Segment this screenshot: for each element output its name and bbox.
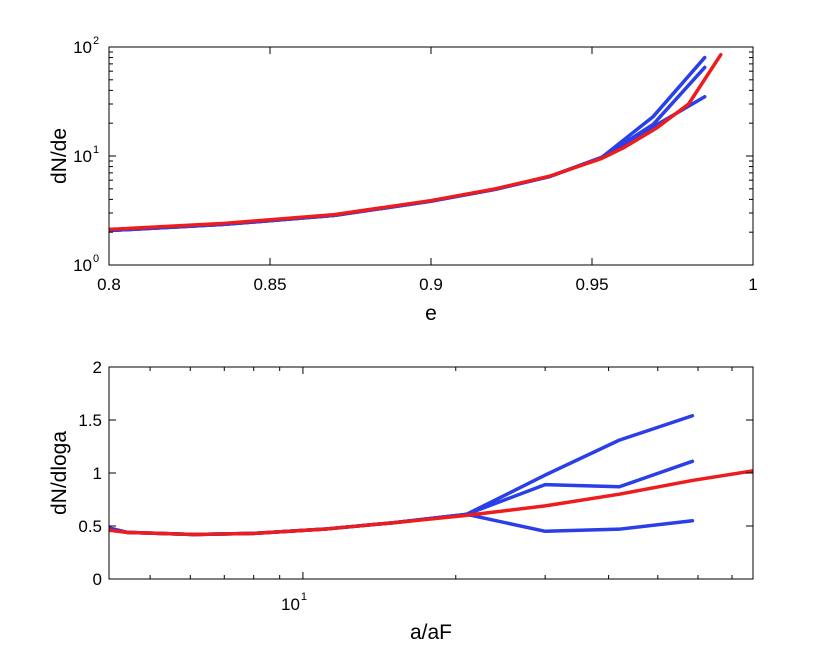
y-tick-label-exponent: 0 <box>93 253 99 265</box>
series-line-3 <box>109 512 695 537</box>
x-tick-label: 10 <box>281 595 300 614</box>
series-line-3 <box>109 94 707 233</box>
y-axis-label: dN/de <box>48 128 71 184</box>
y-axis-label: dN/dloga <box>48 431 71 515</box>
y-tick-label-exponent: 2 <box>93 35 99 47</box>
plot-frame <box>108 46 754 266</box>
y-tick-label: 10 <box>73 147 92 166</box>
series-line-4 <box>109 52 723 232</box>
y-tick-label: 0.5 <box>78 517 102 536</box>
y-tick-label-exponent: 1 <box>93 144 99 156</box>
y-tick-label: 10 <box>73 256 92 275</box>
series-line-1 <box>109 414 695 537</box>
y-tick-label: 1.5 <box>78 411 102 430</box>
x-tick-label: 0.85 <box>253 275 286 294</box>
y-tick-label: 10 <box>73 38 92 57</box>
x-axis-label: e <box>425 302 437 325</box>
x-tick-label: 0.95 <box>575 275 608 294</box>
x-tick-label: 1 <box>748 275 757 294</box>
y-tick-label: 1 <box>93 464 102 483</box>
x-tick-label: 0.9 <box>419 275 443 294</box>
y-tick-label: 0 <box>93 570 102 589</box>
series-line-4 <box>109 469 753 537</box>
x-tick-label: 0.8 <box>97 275 121 294</box>
x-axis-label: a/aF <box>410 621 452 644</box>
x-tick-label-exponent: 1 <box>301 591 307 603</box>
y-tick-label: 2 <box>93 358 102 377</box>
